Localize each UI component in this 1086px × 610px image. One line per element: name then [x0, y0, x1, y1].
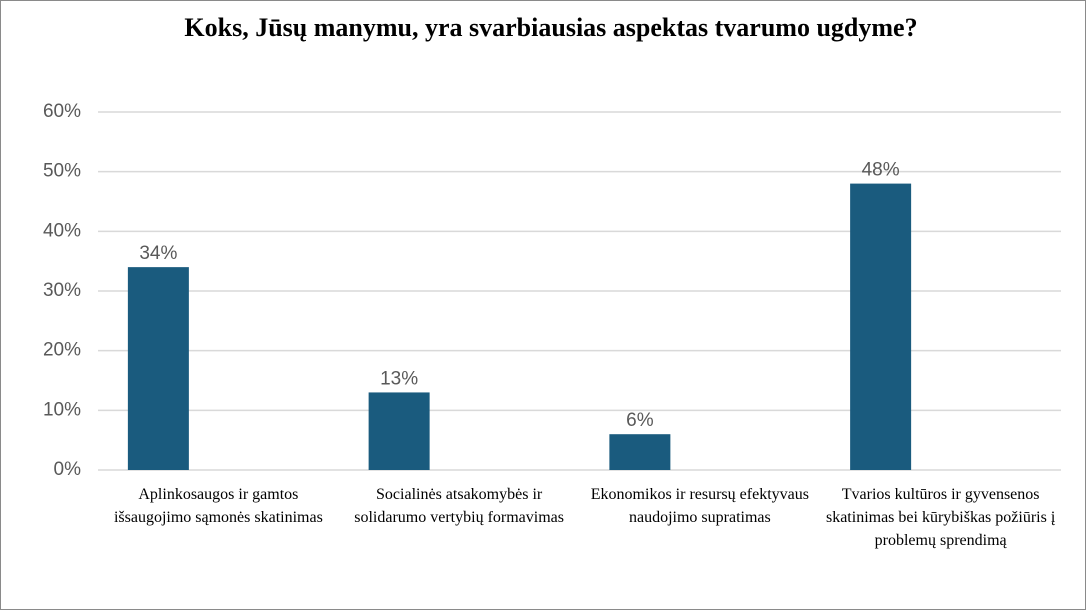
- bar: [127, 267, 189, 470]
- data-label: 13%: [380, 368, 418, 389]
- y-tick-label: 30%: [43, 280, 81, 301]
- x-tick-label: Aplinkosaugos ir gamtos išsaugojimo sąmo…: [113, 486, 323, 526]
- y-tick-label: 10%: [43, 399, 81, 420]
- y-tick-label: 60%: [43, 101, 81, 122]
- y-tick-label: 0%: [54, 459, 82, 480]
- chart-title: Koks, Jūsų manymu, yra svarbiausias aspe…: [184, 13, 918, 42]
- bar: [368, 392, 430, 470]
- data-label: 6%: [626, 410, 654, 431]
- data-label: 34%: [139, 243, 177, 264]
- x-tick-label: Tvarios kultūros ir gyvensenos skatinima…: [825, 486, 1056, 549]
- data-label: 48%: [862, 160, 900, 181]
- y-tick-label: 20%: [43, 340, 81, 361]
- y-tick-label: 50%: [43, 161, 81, 182]
- y-tick-label: 40%: [43, 220, 81, 241]
- bar: [609, 434, 671, 470]
- x-tick-label: Socialinės atsakomybės ir solidarumo ver…: [354, 486, 564, 526]
- x-tick-label: Ekonomikos ir resursų efektyvaus naudoji…: [590, 486, 809, 526]
- bar: [850, 183, 912, 470]
